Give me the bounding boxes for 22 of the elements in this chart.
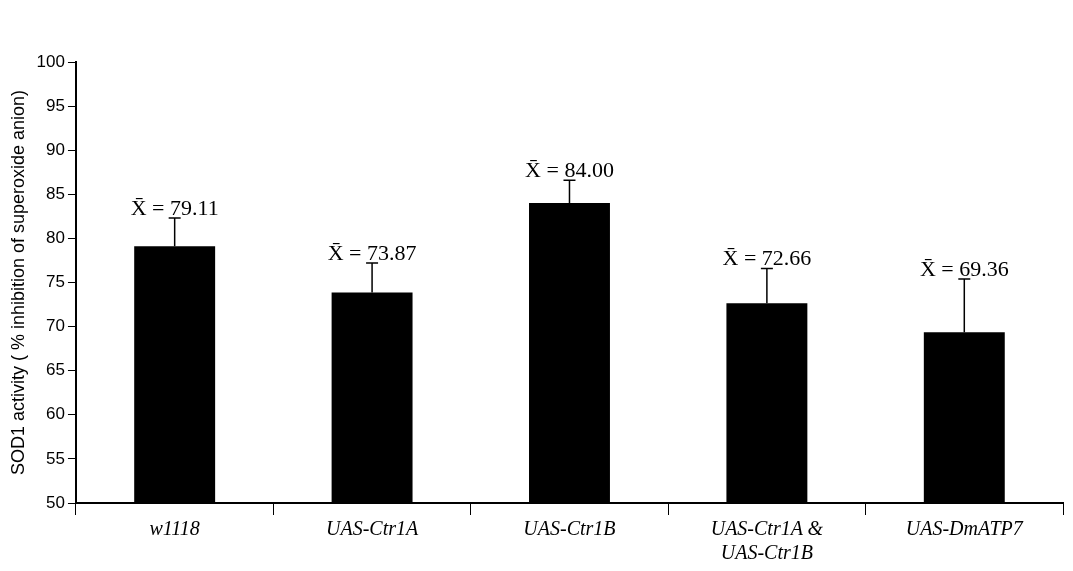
data-label: X̄ = 79.11 xyxy=(130,194,219,220)
y-tick-label: 50 xyxy=(46,492,65,512)
x-tick-label: UAS-Ctr1B xyxy=(523,517,616,540)
y-tick-label: 85 xyxy=(46,183,65,203)
y-tick-label: 75 xyxy=(46,272,65,292)
y-tick-label: 95 xyxy=(46,95,65,115)
y-tick-label: 100 xyxy=(36,51,65,71)
x-tick-label: w1118 xyxy=(149,517,200,540)
y-tick-label: 60 xyxy=(46,404,65,424)
y-tick-label: 90 xyxy=(46,139,65,159)
y-tick-label: 65 xyxy=(46,360,65,380)
data-label: X̄ = 69.36 xyxy=(919,255,1009,281)
data-label: X̄ = 73.87 xyxy=(327,239,417,265)
x-tick-label: UAS-DmATP7 xyxy=(905,517,1024,540)
data-label: X̄ = 84.00 xyxy=(525,156,614,182)
y-tick-label: 55 xyxy=(46,448,65,468)
x-tick-label: UAS-Ctr1A & UAS-Ctr1B xyxy=(710,517,824,564)
x-tick-label: UAS-Ctr1A xyxy=(325,517,419,540)
data-label: X̄ = 72.66 xyxy=(722,245,812,271)
y-axis-title: SOD1 activity ( % inhibition of superoxide anion) xyxy=(7,89,28,476)
y-tick-label: 70 xyxy=(46,316,65,336)
y-tick-label: 80 xyxy=(46,228,65,248)
